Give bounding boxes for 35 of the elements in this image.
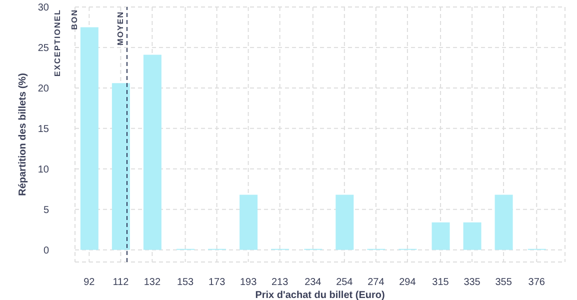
x-tick-label: 173 (208, 277, 226, 288)
bar (80, 27, 98, 250)
bar (112, 83, 130, 250)
bar (336, 194, 354, 250)
x-axis-title: Prix d'achat du billet (Euro) (255, 290, 385, 300)
y-tick-label: 5 (43, 204, 50, 216)
y-tick-label: 0 (43, 245, 50, 256)
x-tick-label: 274 (368, 277, 385, 288)
bar (494, 194, 513, 250)
x-tick-label: 294 (399, 277, 416, 288)
ref-line-label: MOYEN (116, 11, 125, 46)
x-tick-label: 355 (495, 277, 512, 288)
bar (463, 222, 482, 250)
bar (143, 54, 162, 250)
bar (432, 222, 450, 250)
y-tick-label: 15 (38, 124, 50, 135)
y-axis-title: Répartition des billets (%) (18, 73, 29, 196)
x-tick-label: 92 (84, 277, 96, 288)
y-tick-label: 10 (38, 164, 50, 176)
x-tick-label: 254 (336, 277, 354, 288)
x-tick-label: 193 (240, 277, 258, 288)
x-tick-label: 213 (271, 277, 289, 288)
x-tick-label: 153 (176, 277, 194, 288)
x-tick-label: 376 (528, 277, 546, 288)
y-tick-label: 30 (38, 2, 50, 14)
annotation: BON (70, 9, 79, 30)
x-tick-label: 315 (432, 277, 450, 288)
x-tick-label: 234 (304, 277, 322, 288)
y-tick-label: 20 (38, 84, 50, 94)
x-tick-label: 112 (112, 277, 130, 288)
y-tick-label: 25 (38, 43, 50, 54)
text: EXCEPTIONEL (53, 9, 62, 76)
x-tick-label: 335 (464, 277, 481, 288)
x-tick-label: 132 (144, 277, 161, 288)
bar (240, 194, 258, 250)
